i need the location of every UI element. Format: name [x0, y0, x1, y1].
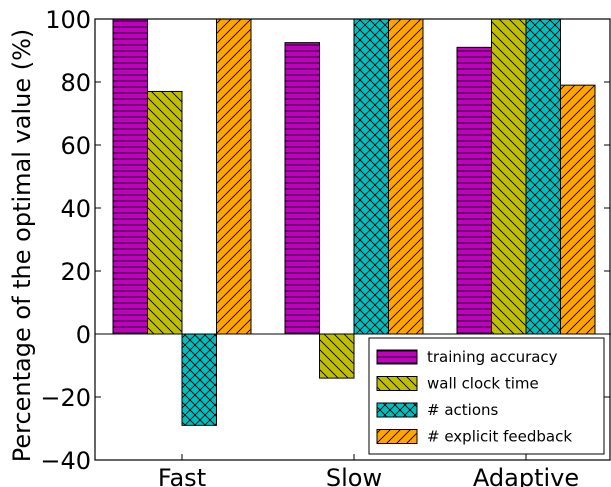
x-axis: Fast Slow Adaptive	[158, 454, 579, 487]
bar-slow-wall-clock-time-hatch	[319, 333, 355, 379]
bar-fast-training-accuracy-hatch	[112, 18, 148, 335]
legend-label-actions: # actions	[427, 401, 499, 419]
y-axis-title: Percentage of the optimal value (%)	[8, 29, 36, 463]
y-tick-label: 100	[45, 6, 91, 34]
y-tick-label: −40	[40, 447, 91, 475]
legend-swatch-hatch	[376, 376, 418, 391]
legend: training accuracy wall clock time # action…	[368, 337, 605, 455]
bars-layer	[112, 18, 596, 426]
bar-slow-training-accuracy-hatch	[284, 42, 320, 335]
y-tick-label: −20	[40, 384, 91, 412]
bar-fast-explicit-feedback-hatch	[216, 18, 252, 335]
y-tick-label: 40	[60, 195, 91, 223]
bar-adaptive-actions-hatch	[525, 18, 561, 335]
x-tick-label-slow: Slow	[326, 464, 382, 487]
legend-label-wall-clock-time: wall clock time	[427, 375, 539, 393]
y-tick-label: 20	[60, 258, 91, 286]
y-tick-label: 80	[60, 69, 91, 97]
legend-swatch-hatch	[376, 402, 418, 418]
bar-fast-actions-hatch	[181, 333, 217, 426]
legend-swatch-hatch	[376, 349, 418, 365]
legend-swatch-hatch	[376, 429, 418, 444]
x-tick-label-adaptive: Adaptive	[473, 464, 579, 487]
bar-adaptive-explicit-feedback-hatch	[560, 84, 596, 335]
bar-adaptive-wall-clock-time-hatch	[491, 18, 527, 335]
x-tick-label-fast: Fast	[158, 464, 206, 487]
bar-slow-explicit-feedback-hatch	[388, 18, 424, 335]
y-axis: −40 −20 0 20 40 60 80 100	[40, 6, 610, 475]
legend-label-training-accuracy: training accuracy	[427, 348, 558, 366]
legend-label-explicit-feedback: # explicit feedback	[427, 428, 572, 446]
y-tick-label: 60	[60, 132, 91, 160]
bar-fast-wall-clock-time-hatch	[147, 90, 183, 335]
plot-frame	[94, 18, 611, 461]
y-tick-label: 0	[76, 321, 91, 349]
bar-slow-actions-hatch	[353, 18, 389, 335]
bar-adaptive-training-accuracy-hatch	[456, 46, 492, 335]
